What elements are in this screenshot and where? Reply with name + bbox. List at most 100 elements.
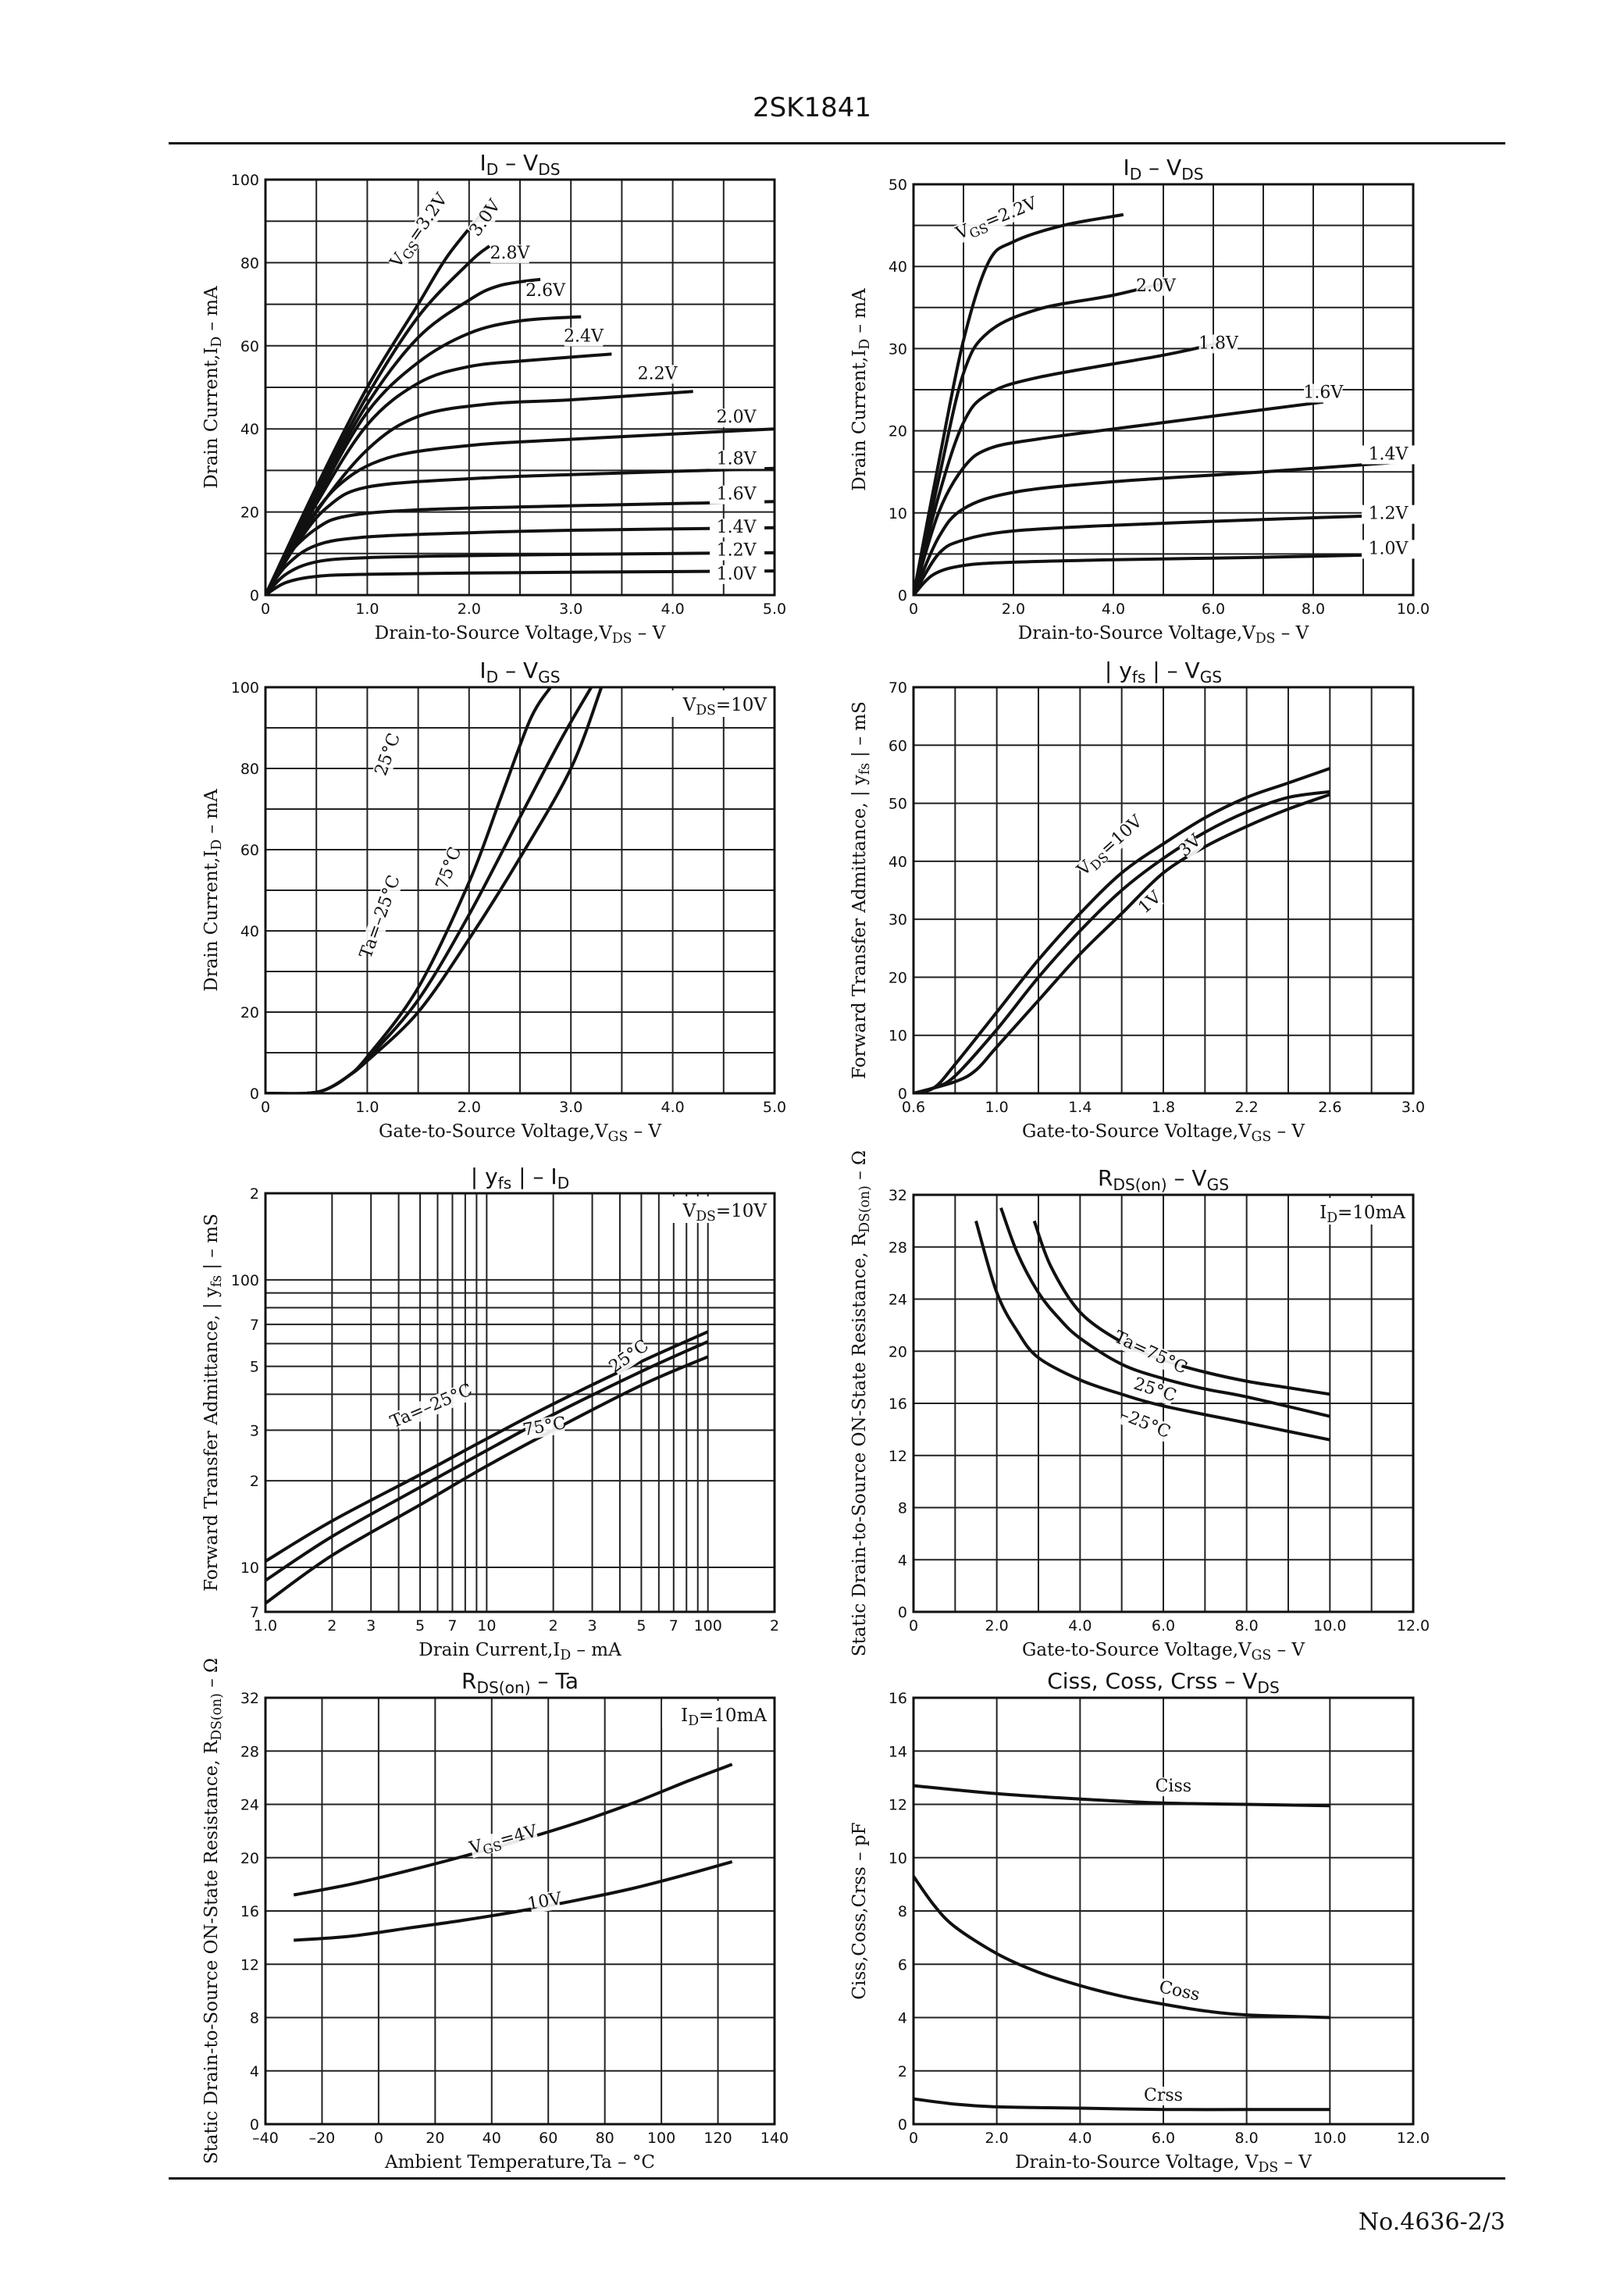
chart-title: | yfs | – VGS — [1105, 658, 1222, 686]
series-label: 2.0V — [717, 408, 757, 428]
x-tick-label: 4.0 — [661, 601, 684, 618]
x-axis-label: Ambient Temperature,Ta – °C — [384, 2152, 655, 2173]
y-tick-label: 7 — [250, 1604, 259, 1621]
condition-box — [662, 1196, 771, 1223]
svg-text:2.0V: 2.0V — [717, 408, 757, 427]
series-line — [974, 1220, 1330, 1442]
chart-capacitance: 0 2.0 4.0 6.0 8.0 10.0 12.0 0 2 4 6 8 10 12 14 16 Ciss, … — [849, 1668, 1430, 2176]
x-axis-label: Gate-to-Source Voltage,VGS – V — [1022, 1640, 1305, 1663]
series-label: 1.6V — [1303, 383, 1344, 403]
y-tick-label: 7 — [250, 1317, 259, 1334]
chart-title: RDS(on) – Ta — [461, 1668, 579, 1697]
plot-frame — [264, 178, 776, 597]
series-label: 1.4V — [1362, 444, 1416, 465]
x-tick-label: 1.4 — [1068, 1099, 1092, 1116]
y-tick-label: 14 — [889, 1743, 907, 1760]
chart-title: ID – VDS — [1123, 155, 1203, 184]
x-tick-label: 4.0 — [661, 1099, 684, 1116]
x-tick-label: 10.0 — [1313, 2130, 1346, 2147]
series-line — [914, 552, 1413, 595]
x-tick-label: 12.0 — [1397, 1617, 1430, 1635]
x-tick-label: 2 — [770, 1617, 779, 1635]
x-tick-label: 1.0 — [254, 1617, 277, 1635]
series-line — [914, 212, 1124, 595]
svg-text:2.4V: 2.4V — [564, 326, 604, 346]
y-axis-label: Forward Transfer Admittance, | yfs | – m… — [849, 701, 873, 1079]
series-line — [914, 512, 1413, 595]
series-label: Ta=–25°C — [356, 873, 404, 961]
x-tick-label: 140 — [760, 2130, 789, 2147]
y-tick-label: 40 — [240, 421, 259, 438]
svg-text:1.8V: 1.8V — [717, 449, 757, 469]
svg-text:Ciss: Ciss — [1156, 1777, 1191, 1796]
x-tick-label: 0 — [261, 601, 270, 618]
x-tick-label: 0 — [261, 1099, 270, 1116]
y-tick-label: 8 — [898, 1500, 907, 1517]
series-line — [265, 352, 612, 595]
footer-rule — [169, 2177, 1505, 2180]
condition-box — [1301, 1198, 1410, 1225]
series-label: 1.2V — [1362, 504, 1416, 524]
y-tick-label: 6 — [898, 1956, 907, 1973]
x-tick-label: 20 — [426, 2130, 444, 2147]
svg-text:Ta=–25°C: Ta=–25°C — [356, 873, 404, 961]
x-tick-label: 2 — [549, 1617, 558, 1635]
chart-id-vds-high: 0 2.0 4.0 6.0 8.0 10.0 0 10 20 30 40 50 ID – VDS Drai… — [849, 155, 1430, 647]
series-label: 75°C — [433, 844, 466, 892]
x-tick-label: 3.0 — [1401, 1099, 1425, 1116]
y-tick-label: 0 — [250, 587, 259, 604]
x-tick-label: 5.0 — [763, 601, 786, 618]
series-label: 1.0V — [710, 565, 765, 584]
y-axis-label: Forward Transfer Admittance, | yfs | – m… — [201, 1214, 225, 1592]
y-tick-label: 100 — [231, 679, 259, 697]
svg-text:VGS=2.2V: VGS=2.2V — [953, 193, 1042, 246]
series-line — [294, 1859, 733, 1942]
x-tick-label: –20 — [309, 2130, 336, 2147]
series-line — [265, 569, 775, 595]
chart-title: ID – VGS — [479, 658, 560, 686]
y-tick-label: 0 — [898, 587, 907, 604]
y-tick-label: 0 — [898, 1604, 907, 1621]
y-tick-label: 12 — [889, 1448, 907, 1465]
svg-text:VGS=4V: VGS=4V — [467, 1821, 541, 1861]
x-tick-label: 0 — [909, 601, 918, 618]
y-axis-label: Drain Current,ID – mA — [849, 288, 873, 491]
x-tick-label: 3.0 — [559, 1099, 582, 1116]
series-line — [914, 340, 1224, 595]
x-tick-label: 2.0 — [458, 1099, 481, 1116]
series-label: 1V — [1134, 887, 1166, 918]
series-line — [914, 767, 1330, 1093]
x-tick-label: 2.0 — [985, 2130, 1009, 2147]
svg-text:1.2V: 1.2V — [717, 540, 757, 560]
plot-frame — [912, 183, 1415, 597]
svg-text:2.8V: 2.8V — [490, 244, 531, 263]
condition-box — [662, 690, 771, 717]
document-number: No.4636-2/3 — [1358, 2208, 1505, 2236]
plot-frame — [912, 1193, 1415, 1613]
y-axis-label: Drain Current,ID – mA — [201, 789, 225, 992]
svg-text:1.4V: 1.4V — [717, 518, 757, 537]
y-tick-label: 50 — [889, 796, 907, 813]
x-tick-label: 8.0 — [1302, 601, 1325, 618]
x-axis-label: Gate-to-Source Voltage,VGS – V — [1022, 1121, 1305, 1145]
series-line — [265, 277, 541, 595]
y-tick-label: 10 — [240, 1560, 259, 1577]
condition-label: VDS=10V — [682, 695, 767, 718]
y-tick-label: 0 — [250, 2116, 259, 2134]
x-tick-label: 6.0 — [1202, 601, 1225, 618]
series-line — [265, 390, 693, 595]
plot-frame — [264, 1696, 776, 2126]
svg-text:1.4V: 1.4V — [1369, 444, 1409, 464]
series-line — [914, 400, 1324, 595]
svg-text:Ta=–25°C: Ta=–25°C — [387, 1380, 475, 1432]
svg-text:1.6V: 1.6V — [717, 485, 757, 504]
x-tick-label: 0 — [909, 1617, 918, 1635]
series-label: Ciss — [1154, 1777, 1193, 1797]
x-tick-label: 10.0 — [1313, 1617, 1346, 1635]
y-tick-label: 8 — [898, 1903, 907, 1920]
x-tick-label: 100 — [647, 2130, 675, 2147]
series-line — [914, 1784, 1330, 1808]
y-tick-label: 4 — [898, 2010, 907, 2027]
series-label: 1.0V — [1362, 539, 1416, 559]
series-label: Ta=–25°C — [387, 1380, 475, 1432]
